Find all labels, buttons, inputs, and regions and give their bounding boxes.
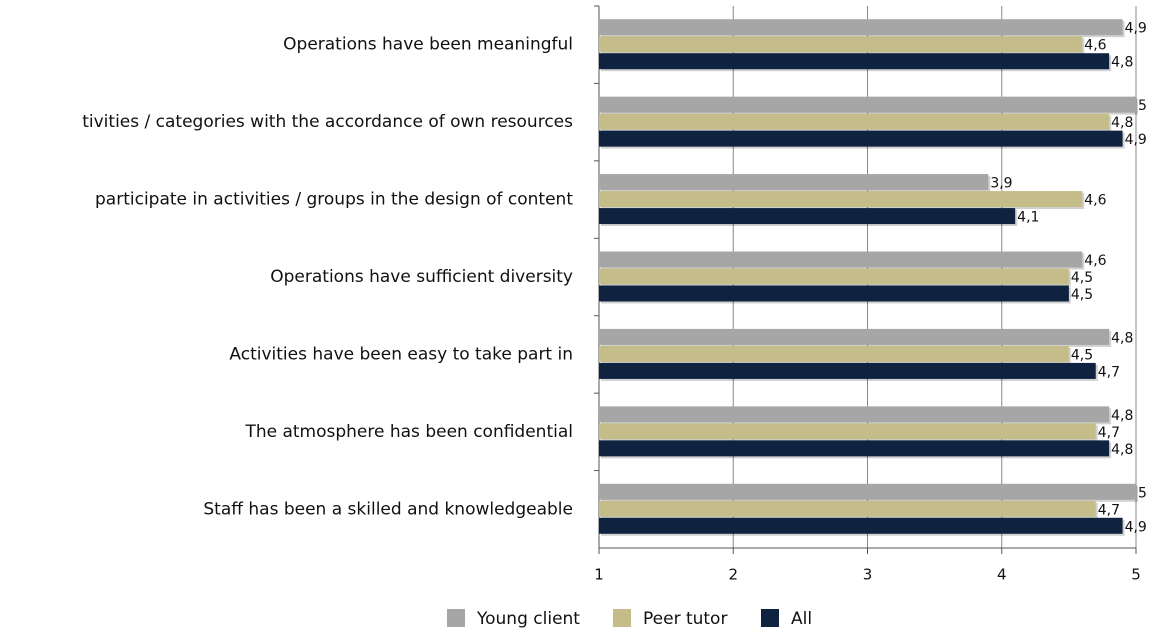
bar bbox=[599, 130, 1123, 147]
value-label: 4,9 bbox=[1125, 519, 1147, 535]
x-tick-label: 5 bbox=[1131, 566, 1141, 584]
x-tick-label: 2 bbox=[728, 566, 738, 584]
value-label: 3,9 bbox=[990, 176, 1012, 192]
value-label: 4,1 bbox=[1017, 210, 1039, 226]
legend-label: Young client bbox=[476, 609, 580, 629]
value-label: 4,5 bbox=[1071, 287, 1093, 303]
bar bbox=[599, 285, 1069, 302]
legend-label: All bbox=[791, 609, 812, 629]
bar bbox=[599, 500, 1096, 517]
legend-swatch bbox=[761, 609, 779, 627]
bar bbox=[599, 362, 1096, 379]
value-label: 4,7 bbox=[1098, 425, 1120, 441]
bar bbox=[599, 268, 1069, 285]
y-tick-label: participate in activities / groups in th… bbox=[95, 190, 573, 210]
bar bbox=[599, 517, 1123, 534]
bar bbox=[599, 251, 1083, 268]
x-tick-label: 4 bbox=[997, 566, 1007, 584]
value-label: 4,9 bbox=[1125, 21, 1147, 37]
bar bbox=[599, 53, 1110, 70]
y-tick-label: Activities have been easy to take part i… bbox=[229, 344, 573, 364]
bar bbox=[599, 19, 1123, 36]
y-tick-label: The atmosphere has been confidential bbox=[244, 422, 573, 442]
bar bbox=[599, 345, 1069, 362]
bar bbox=[599, 113, 1110, 130]
bar bbox=[599, 328, 1110, 345]
legend-swatch bbox=[447, 609, 465, 627]
value-label: 4,8 bbox=[1111, 330, 1133, 346]
bar bbox=[599, 96, 1136, 113]
value-label: 4,8 bbox=[1111, 442, 1133, 458]
bar bbox=[599, 483, 1136, 500]
y-tick-label: Operations have been meaningful bbox=[283, 35, 573, 55]
bar bbox=[599, 208, 1016, 225]
x-tick-label: 3 bbox=[863, 566, 873, 584]
value-label: 5 bbox=[1138, 98, 1147, 114]
value-label: 4,6 bbox=[1084, 38, 1106, 54]
value-label: 4,8 bbox=[1111, 115, 1133, 131]
value-label: 4,9 bbox=[1125, 132, 1147, 148]
y-tick-label: Operations have sufficient diversity bbox=[270, 267, 573, 287]
y-tick-label: tivities / categories with the accordanc… bbox=[82, 112, 573, 132]
value-label: 4,5 bbox=[1071, 270, 1093, 286]
bar bbox=[599, 423, 1096, 440]
value-label: 5 bbox=[1138, 485, 1147, 501]
value-label: 4,6 bbox=[1084, 253, 1106, 269]
legend-label: Peer tutor bbox=[643, 609, 727, 629]
value-label: 4,7 bbox=[1098, 364, 1120, 380]
bar bbox=[599, 191, 1083, 208]
legend-swatch bbox=[613, 609, 631, 627]
value-label: 4,8 bbox=[1111, 55, 1133, 71]
value-label: 4,6 bbox=[1084, 193, 1106, 209]
value-label: 4,7 bbox=[1098, 502, 1120, 518]
bar bbox=[599, 406, 1110, 423]
y-tick-label: Staff has been a skilled and knowledgeab… bbox=[203, 499, 573, 519]
x-tick-label: 1 bbox=[594, 566, 604, 584]
bar bbox=[599, 36, 1083, 53]
bar bbox=[599, 440, 1110, 457]
value-label: 4,5 bbox=[1071, 347, 1093, 363]
value-label: 4,8 bbox=[1111, 408, 1133, 424]
bar bbox=[599, 174, 989, 191]
